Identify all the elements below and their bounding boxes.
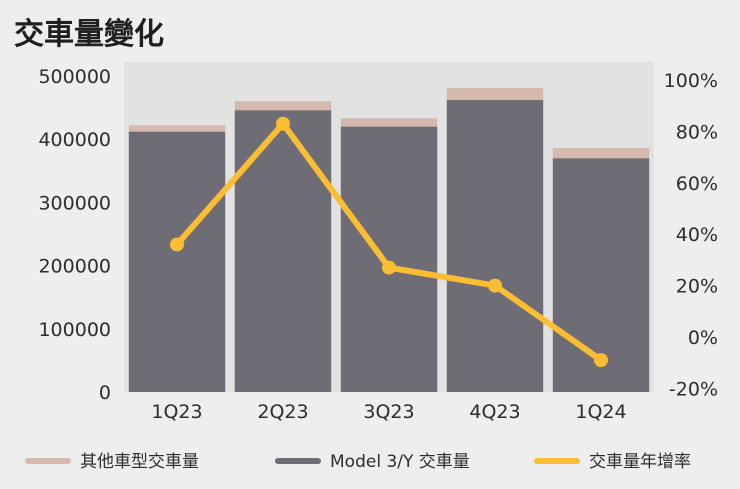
bar-model-3y-1Q24 — [552, 158, 650, 392]
bars-layer — [128, 88, 650, 393]
point-growth-1Q24 — [594, 353, 608, 368]
y-left-tick-label: 0 — [99, 382, 111, 404]
axis-layer: 0 100000 200000 300000 400000 500000 -20% 0% 20%… — [38, 66, 718, 423]
point-growth-1Q23 — [170, 237, 184, 252]
legend: 其他車型交車量 Model 3/Y 交車量 交車量年增率 — [25, 452, 691, 472]
y-right-tick-label: 80% — [676, 121, 718, 143]
x-tick-label: 2Q23 — [257, 401, 308, 423]
y-right-tick-label: 100% — [664, 70, 718, 92]
bar-other-models-2Q23 — [234, 101, 332, 111]
point-growth-4Q23 — [488, 278, 502, 293]
y-left-tick-label: 500000 — [38, 66, 111, 88]
line-layer — [170, 116, 608, 368]
bar-other-models-4Q23 — [446, 88, 544, 101]
legend-label: 交車量年增率 — [589, 452, 691, 472]
bar-model-3y-2Q23 — [234, 110, 332, 393]
x-tick-label: 1Q23 — [151, 401, 202, 423]
chart-title: 交車量變化 — [14, 17, 164, 52]
bar-other-models-1Q23 — [128, 125, 226, 132]
y-right-tick-label: -20% — [669, 378, 718, 400]
bar-other-models-1Q24 — [552, 148, 650, 159]
x-tick-label: 3Q23 — [363, 401, 414, 423]
x-tick-label: 4Q23 — [469, 401, 520, 423]
y-right-tick-label: 40% — [676, 224, 718, 246]
y-right-tick-label: 0% — [688, 327, 718, 349]
legend-label: Model 3/Y 交車量 — [330, 452, 470, 472]
bar-model-3y-1Q23 — [128, 131, 226, 392]
y-right-tick-label: 60% — [676, 173, 718, 195]
legend-label: 其他車型交車量 — [80, 452, 199, 472]
y-left-tick-label: 300000 — [38, 192, 111, 214]
x-tick-label: 1Q24 — [575, 401, 626, 423]
y-left-tick-label: 400000 — [38, 129, 111, 151]
bar-model-3y-4Q23 — [446, 100, 544, 393]
y-right-tick-label: 20% — [676, 276, 718, 298]
point-growth-2Q23 — [276, 116, 290, 131]
point-growth-3Q23 — [382, 260, 396, 275]
y-left-tick-label: 100000 — [38, 319, 111, 341]
y-left-tick-label: 200000 — [38, 256, 111, 278]
bar-model-3y-3Q23 — [340, 126, 438, 392]
bar-other-models-3Q23 — [340, 118, 438, 127]
